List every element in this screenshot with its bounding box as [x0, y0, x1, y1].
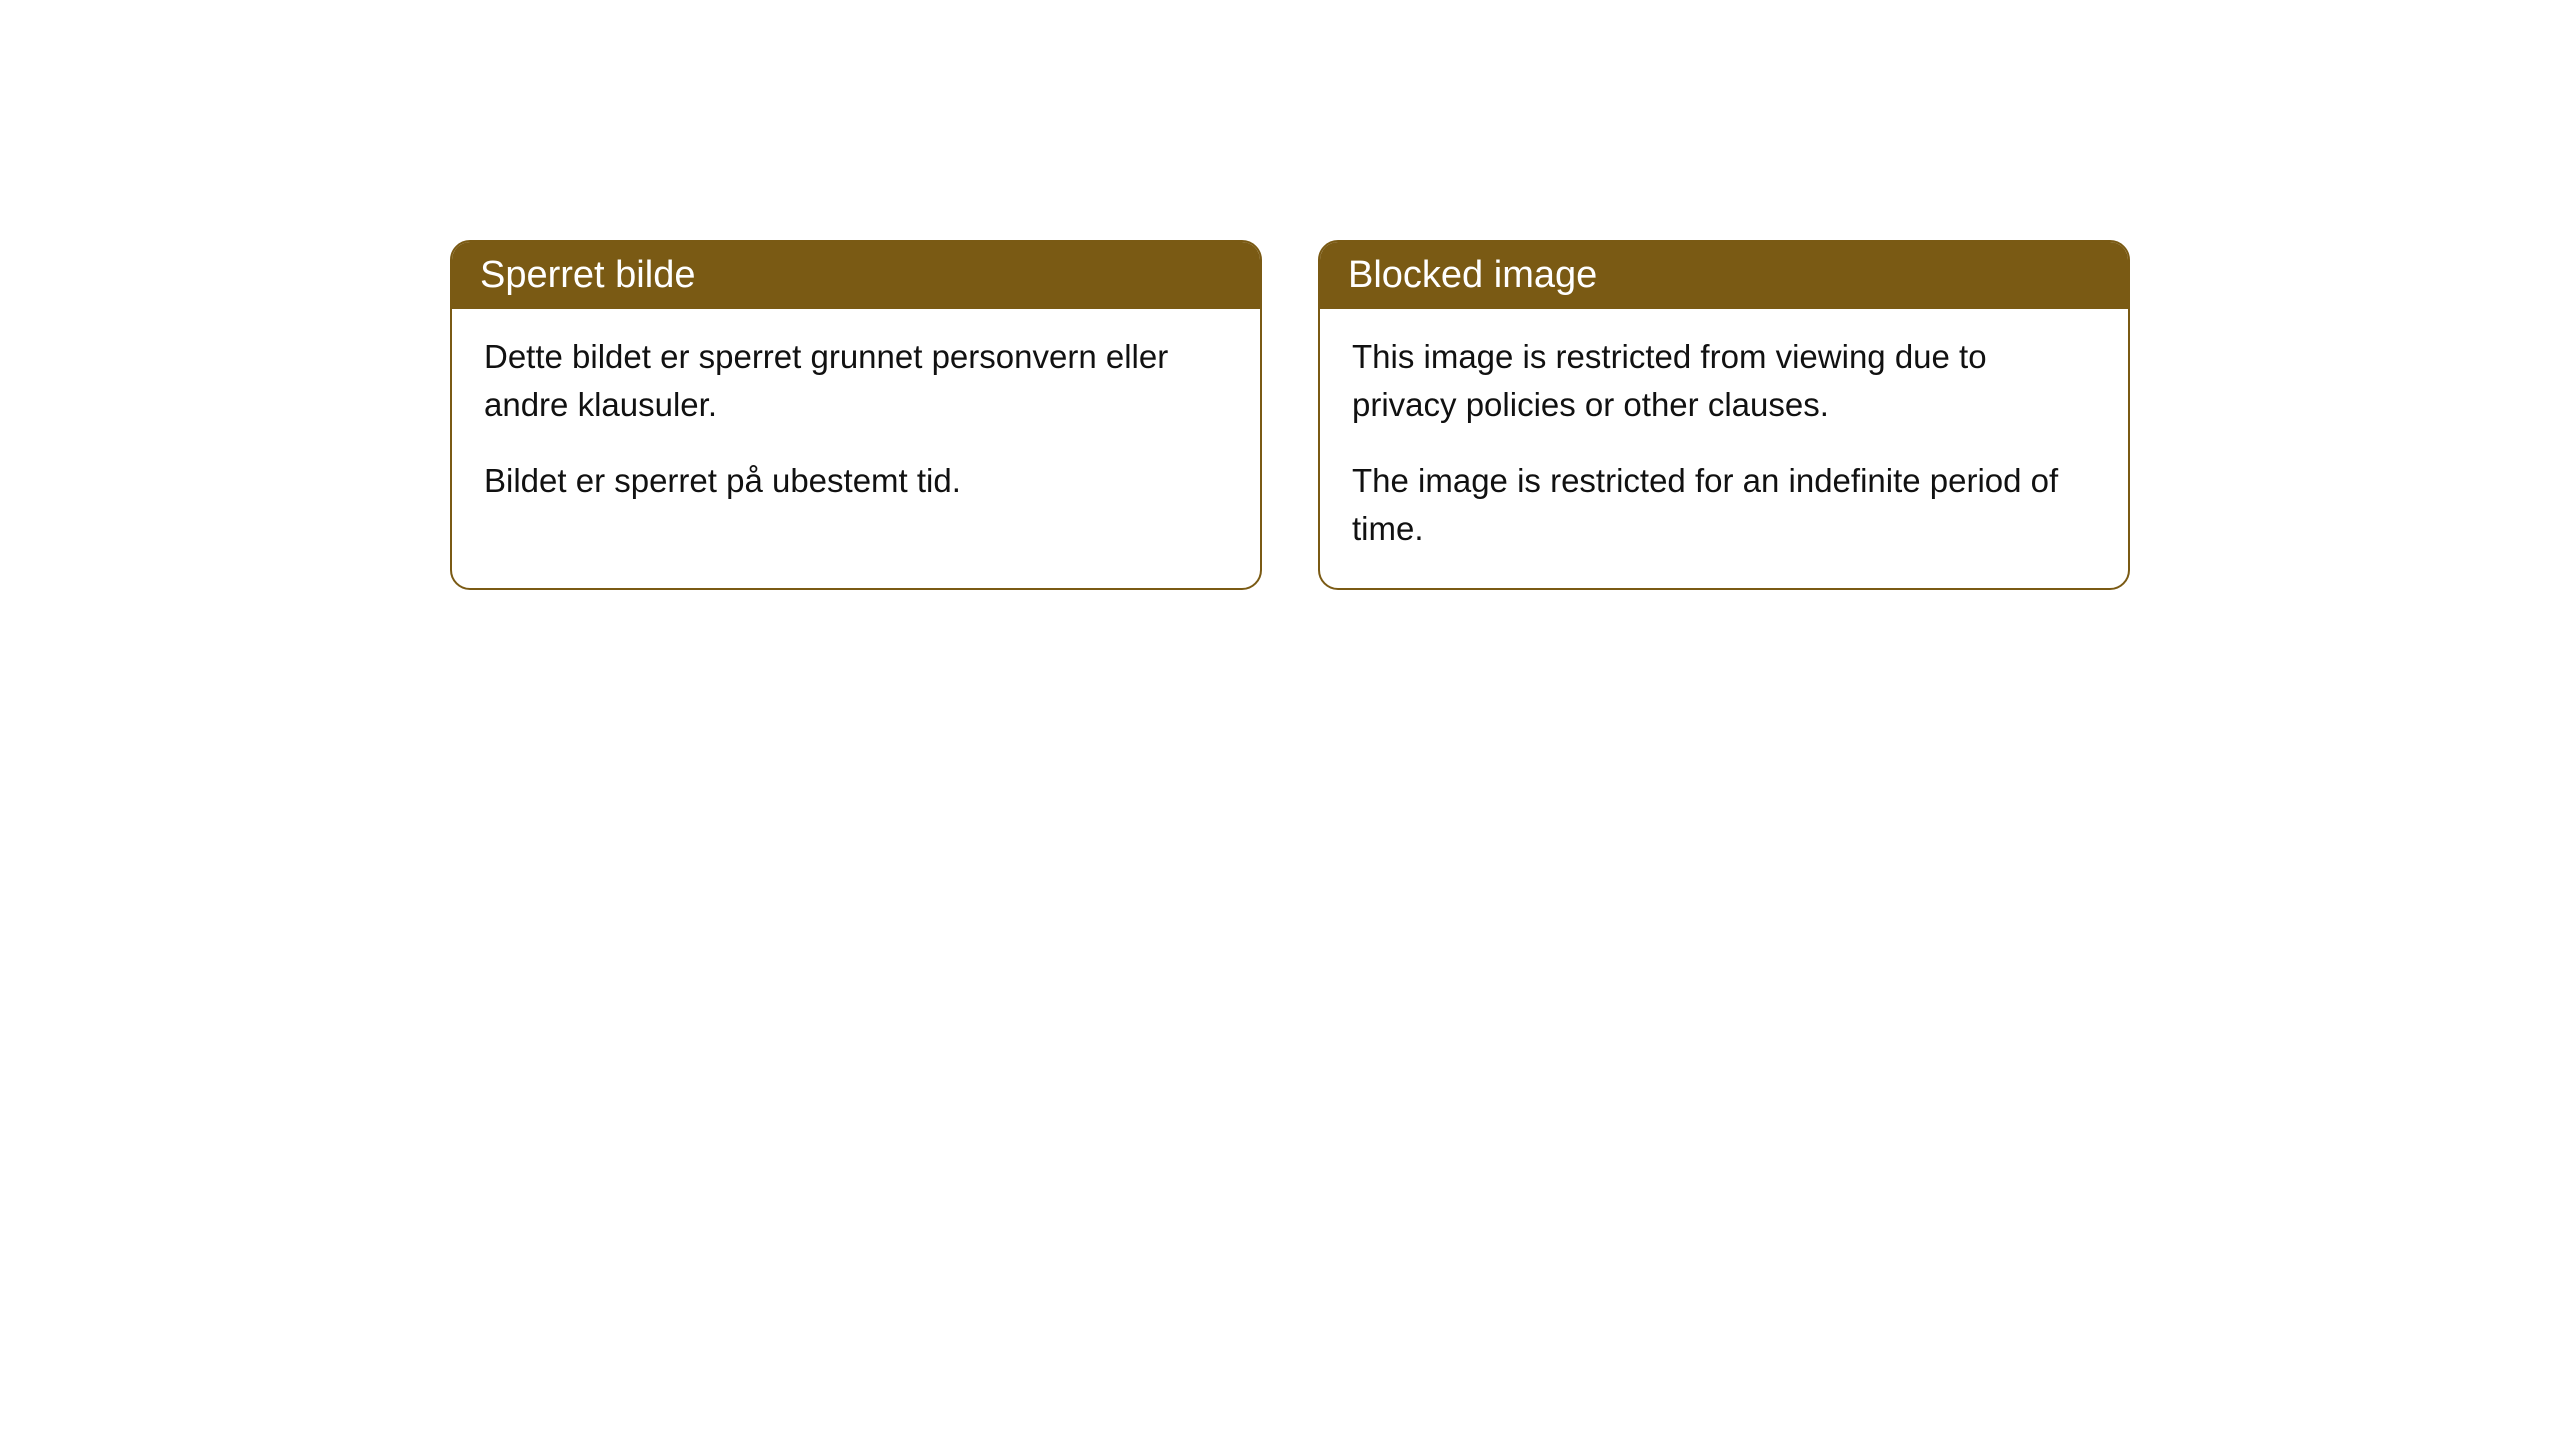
card-header: Sperret bilde [452, 242, 1260, 309]
card-paragraph: Bildet er sperret på ubestemt tid. [484, 457, 1228, 505]
card-paragraph: This image is restricted from viewing du… [1352, 333, 2096, 429]
card-body: This image is restricted from viewing du… [1320, 309, 2128, 588]
card-header: Blocked image [1320, 242, 2128, 309]
notice-cards-container: Sperret bilde Dette bildet er sperret gr… [450, 240, 2130, 590]
card-title: Blocked image [1348, 254, 1597, 296]
blocked-image-card-english: Blocked image This image is restricted f… [1318, 240, 2130, 590]
card-title: Sperret bilde [480, 254, 695, 296]
card-paragraph: The image is restricted for an indefinit… [1352, 457, 2096, 553]
blocked-image-card-norwegian: Sperret bilde Dette bildet er sperret gr… [450, 240, 1262, 590]
card-body: Dette bildet er sperret grunnet personve… [452, 309, 1260, 541]
card-paragraph: Dette bildet er sperret grunnet personve… [484, 333, 1228, 429]
